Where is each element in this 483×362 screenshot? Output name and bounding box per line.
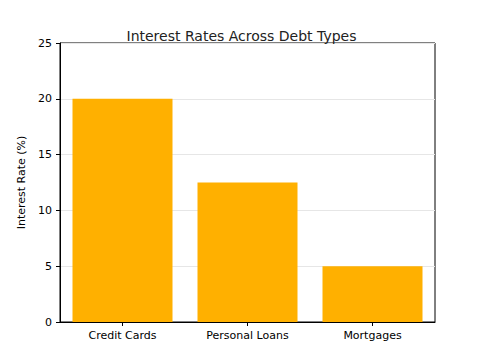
svg-text:25: 25 [38, 37, 52, 50]
svg-text:10: 10 [38, 204, 52, 217]
svg-text:Mortgages: Mortgages [343, 329, 402, 342]
svg-text:Interest Rates Across Debt Typ: Interest Rates Across Debt Types [127, 28, 357, 44]
svg-text:Credit Cards: Credit Cards [88, 329, 156, 342]
svg-text:0: 0 [45, 316, 52, 329]
svg-text:15: 15 [38, 148, 52, 161]
svg-text:20: 20 [38, 92, 52, 105]
svg-text:Personal Loans: Personal Loans [206, 329, 289, 342]
svg-text:Interest Rate (%): Interest Rate (%) [15, 136, 28, 230]
svg-text:5: 5 [45, 260, 52, 273]
